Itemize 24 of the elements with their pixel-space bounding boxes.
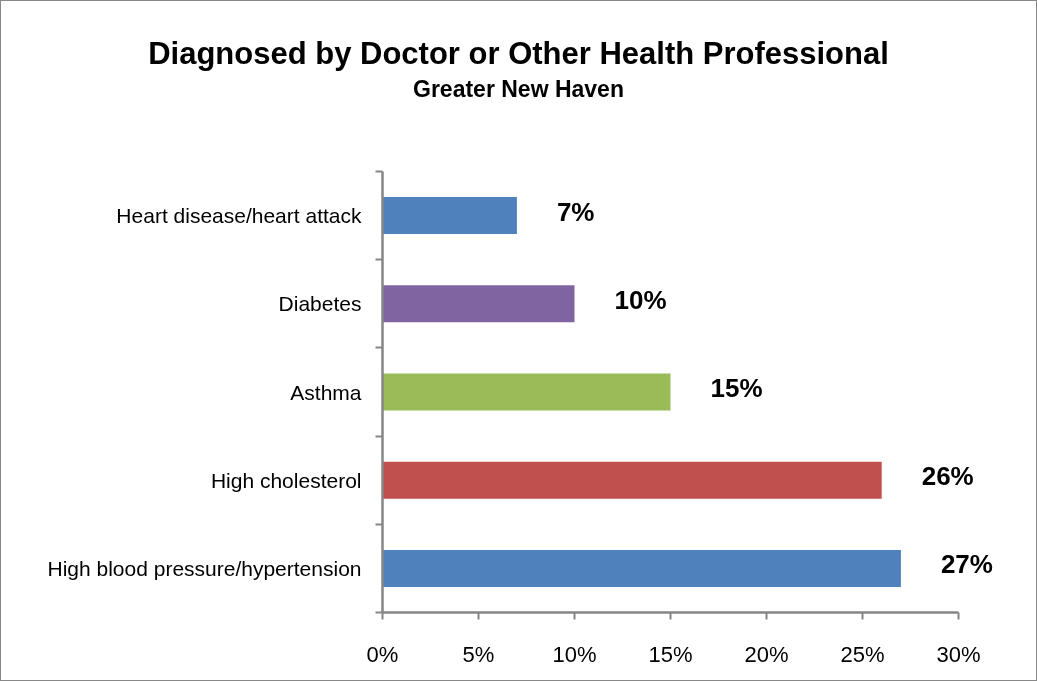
x-tick-label: 15% bbox=[648, 641, 693, 667]
x-tick-label: 0% bbox=[366, 641, 399, 667]
x-tick-label: 10% bbox=[552, 641, 597, 667]
chart-title: Diagnosed by Doctor or Other Health Professional bbox=[148, 36, 889, 72]
bar bbox=[382, 197, 517, 235]
x-tick-label: 25% bbox=[840, 641, 885, 667]
data-label: 27% bbox=[940, 549, 993, 580]
bar bbox=[382, 461, 882, 499]
y-tick-label: Heart disease/heart attack bbox=[116, 204, 362, 228]
data-label: 10% bbox=[614, 284, 667, 315]
data-label: 7% bbox=[556, 196, 595, 227]
chart-subtitle: Greater New Haven bbox=[413, 76, 624, 103]
y-tick-label: Asthma bbox=[290, 380, 362, 404]
x-tick-label: 5% bbox=[462, 641, 495, 667]
bar bbox=[382, 549, 901, 587]
bar bbox=[382, 373, 671, 411]
x-tick-label: 20% bbox=[744, 641, 789, 667]
bar bbox=[382, 285, 575, 323]
y-tick-label: Diabetes bbox=[278, 292, 362, 316]
data-label: 26% bbox=[921, 461, 974, 492]
x-tick-label: 30% bbox=[936, 641, 981, 667]
y-tick-label: High cholesterol bbox=[210, 468, 362, 492]
data-label: 15% bbox=[710, 373, 763, 403]
y-tick-label: High blood pressure/hypertension bbox=[47, 556, 362, 580]
